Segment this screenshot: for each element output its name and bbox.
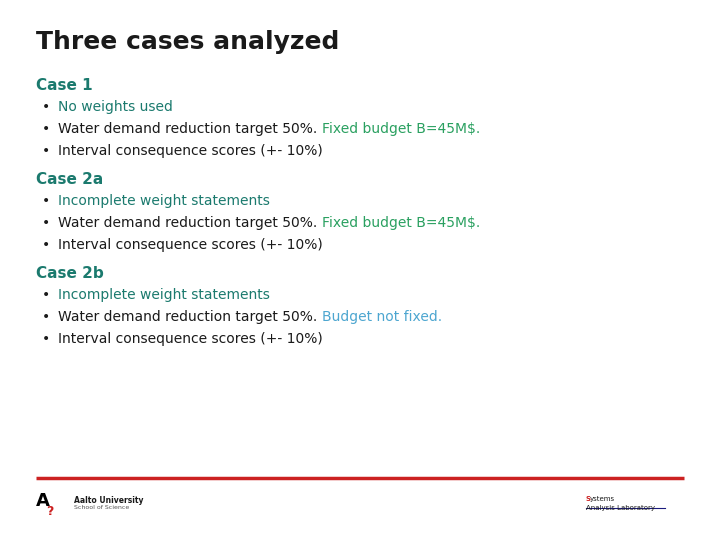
Text: Analysis Laboratory: Analysis Laboratory [586,505,655,511]
Text: No weights used: No weights used [58,100,173,114]
Text: •: • [42,238,50,252]
Text: Interval consequence scores (+- 10%): Interval consequence scores (+- 10%) [58,144,323,158]
Text: Fixed budget B=45M$.: Fixed budget B=45M$. [322,216,480,230]
Text: Water demand reduction target 50%.: Water demand reduction target 50%. [58,216,322,230]
Text: ystems: ystems [590,496,615,502]
Text: Three cases analyzed: Three cases analyzed [36,30,339,54]
Text: Case 2b: Case 2b [36,266,104,281]
Text: •: • [42,288,50,302]
Text: •: • [42,100,50,114]
Text: Water demand reduction target 50%.: Water demand reduction target 50%. [58,122,322,136]
Text: Interval consequence scores (+- 10%): Interval consequence scores (+- 10%) [58,238,323,252]
Text: ?: ? [46,505,53,518]
Text: Aalto University: Aalto University [74,496,143,505]
Text: Incomplete weight statements: Incomplete weight statements [58,194,270,208]
Text: •: • [42,216,50,230]
Text: Budget not fixed.: Budget not fixed. [322,310,442,324]
Text: School of Science: School of Science [74,505,130,510]
Text: Incomplete weight statements: Incomplete weight statements [58,288,270,302]
Text: •: • [42,332,50,346]
Text: Fixed budget B=45M$.: Fixed budget B=45M$. [322,122,480,136]
Text: A: A [36,492,50,510]
Text: Case 1: Case 1 [36,78,93,93]
Text: •: • [42,194,50,208]
Text: Case 2a: Case 2a [36,172,103,187]
Text: •: • [42,122,50,136]
Text: S: S [586,496,591,502]
Text: •: • [42,310,50,324]
Text: Interval consequence scores (+- 10%): Interval consequence scores (+- 10%) [58,332,323,346]
Text: •: • [42,144,50,158]
Text: Water demand reduction target 50%.: Water demand reduction target 50%. [58,310,322,324]
